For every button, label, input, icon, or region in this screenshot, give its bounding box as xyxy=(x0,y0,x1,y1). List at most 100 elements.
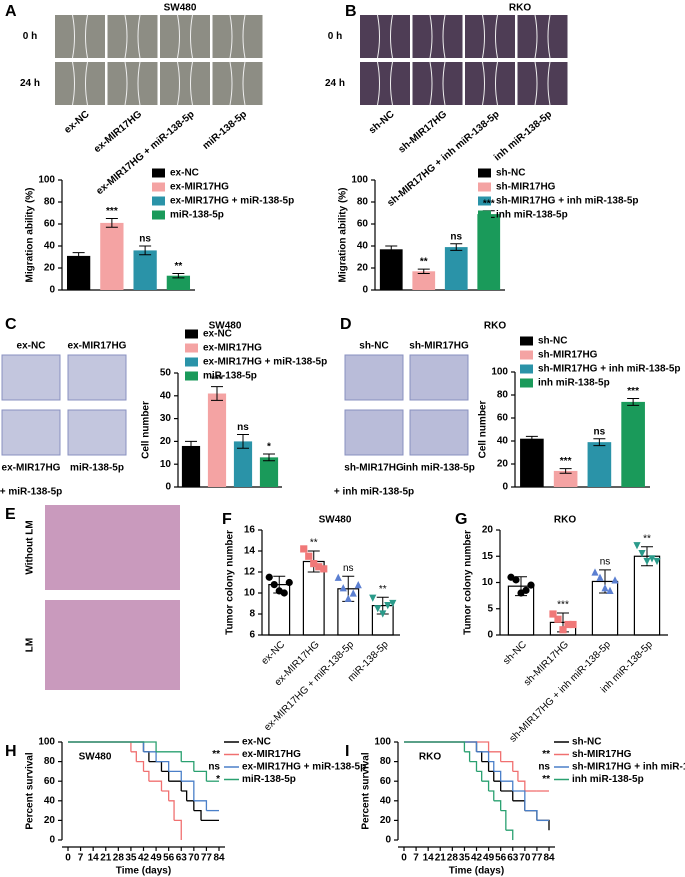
x-tick-label: 70 xyxy=(188,853,200,864)
y-tick-label: 60 xyxy=(44,776,56,787)
micrograph xyxy=(45,505,180,590)
survival-step xyxy=(481,780,490,791)
error-bar xyxy=(139,245,152,256)
panel-letter: H xyxy=(5,743,17,760)
y-tick-label: 40 xyxy=(44,241,56,252)
chart-title: RKO xyxy=(419,752,441,763)
image-label: sh-MIR17HG xyxy=(409,341,469,352)
survival-step xyxy=(181,790,188,801)
survival-step xyxy=(156,760,170,772)
y-tick-label: 30 xyxy=(160,413,172,424)
legend-swatch xyxy=(478,168,491,178)
wound-edge xyxy=(124,14,141,59)
y-tick-label: 60 xyxy=(44,219,56,230)
panel-title: SW480 xyxy=(164,3,197,14)
row-label: 24 h xyxy=(20,78,40,89)
point xyxy=(339,584,347,592)
survival-step xyxy=(68,741,145,752)
survival-step xyxy=(404,741,478,752)
y-tick-label: 20 xyxy=(380,815,392,826)
micrograph xyxy=(67,354,127,401)
legend-swatch xyxy=(185,357,198,367)
x-tick-label: 77 xyxy=(531,853,543,864)
survival-step xyxy=(174,819,182,840)
y-tick-label: 100 xyxy=(374,737,391,748)
bar xyxy=(444,247,468,290)
x-tick-label: 49 xyxy=(483,853,495,864)
significance: *** xyxy=(560,456,572,467)
x-tick-label: 70 xyxy=(519,853,531,864)
survival-step xyxy=(524,809,538,821)
y-tick-label: 40 xyxy=(44,795,56,806)
x-axis-label: Time (days) xyxy=(116,866,171,877)
survival-step xyxy=(505,829,514,840)
bar xyxy=(477,214,501,290)
survival-step xyxy=(500,790,514,801)
legend-label: ex-NC xyxy=(203,329,232,340)
panel-letter: I xyxy=(345,743,349,760)
point xyxy=(280,589,288,597)
x-axis-label: Time (days) xyxy=(449,866,504,877)
point xyxy=(559,626,567,634)
image-label: sh-NC xyxy=(359,341,388,352)
legend-label: inh miR-138-5p xyxy=(496,210,568,221)
legend-swatch xyxy=(478,182,491,192)
significance: ** xyxy=(643,533,651,544)
survival-step xyxy=(469,760,478,772)
y-tick-label: 12 xyxy=(244,567,256,578)
significance: * xyxy=(267,442,271,453)
legend-swatch xyxy=(185,371,198,381)
micrograph xyxy=(412,62,463,105)
point xyxy=(369,594,377,602)
legend-label: miR-138-5p xyxy=(242,774,296,785)
wound-edge xyxy=(177,14,193,59)
survival-step xyxy=(148,760,163,772)
survival-step xyxy=(143,751,157,762)
micrograph xyxy=(409,354,469,401)
point xyxy=(653,557,661,566)
survival-step xyxy=(404,741,478,752)
legend-label: ex-NC xyxy=(242,737,271,748)
bar xyxy=(302,560,325,636)
bar xyxy=(587,442,612,487)
y-tick-label: 20 xyxy=(497,459,509,470)
legend-swatch xyxy=(152,182,165,192)
legend-label: sh-MIR17HG + inh miR-138-5p xyxy=(496,196,639,207)
micrograph xyxy=(160,62,210,105)
image-label: + inh miR-138-5p xyxy=(334,487,414,498)
y-tick-label: 16 xyxy=(244,525,256,536)
x-tick-label: 42 xyxy=(471,853,483,864)
wound-edge xyxy=(429,14,446,59)
survival-step xyxy=(168,770,182,782)
chart-title: SW480 xyxy=(319,515,352,526)
panel-letter: A xyxy=(5,3,17,20)
legend-label: sh-NC xyxy=(496,168,525,179)
y-tick-label: 80 xyxy=(497,390,509,401)
legend-label: sh-NC xyxy=(538,336,567,347)
panel-letter: G xyxy=(455,511,467,528)
survival-step xyxy=(68,741,145,752)
error-bar xyxy=(385,245,398,254)
survival-step xyxy=(488,790,495,801)
y-tick-label: 0 xyxy=(165,482,171,493)
legend-label: sh-MIR17HG xyxy=(496,182,556,193)
legend-label: inh miR-138-5p xyxy=(572,774,644,785)
image-label: + miR-138-5p xyxy=(0,487,62,498)
error-bar xyxy=(559,468,572,474)
point xyxy=(379,610,387,618)
column-label: sh-MIR17HG xyxy=(397,109,450,156)
point xyxy=(564,620,572,629)
y-tick-label: 0 xyxy=(49,835,55,846)
survival-step xyxy=(488,770,495,782)
column-label: sh-NC xyxy=(367,109,397,136)
legend-label: miR-138-5p xyxy=(170,210,224,221)
significance: ns xyxy=(600,557,611,568)
survival-step xyxy=(193,800,208,811)
x-tick-label: 63 xyxy=(176,853,188,864)
legend-label: ex-MIR17HG xyxy=(242,749,301,760)
wound-edge xyxy=(534,61,551,106)
y-tick-label: 80 xyxy=(44,197,56,208)
micrograph xyxy=(517,62,568,105)
y-tick-label: 40 xyxy=(497,436,509,447)
micrograph xyxy=(107,15,158,58)
